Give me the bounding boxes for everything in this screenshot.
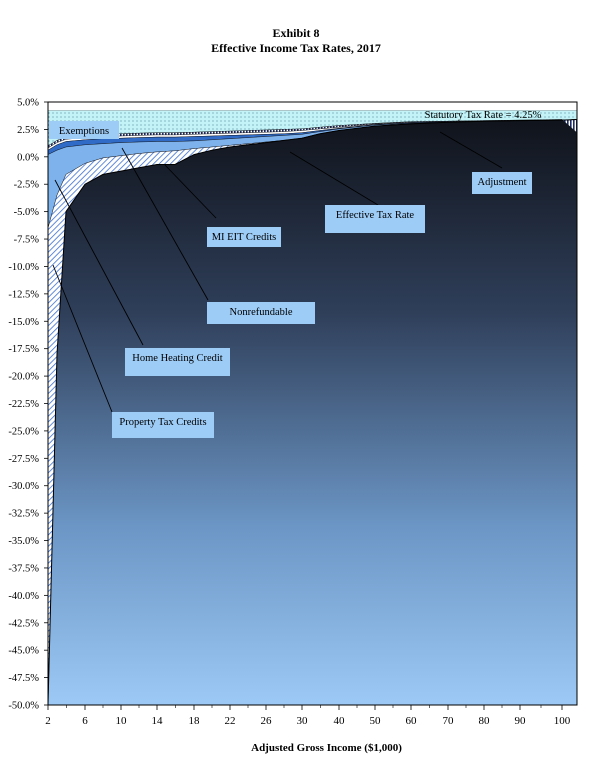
y-tick-label: 5.0% [17,98,39,109]
y-tick-label: -40.0% [8,591,39,602]
y-tick-label: -10.0% [8,262,39,273]
chart-subtitle: Effective Income Tax Rates, 2017 [211,41,381,55]
property-tax-leader [52,264,113,413]
above-statutory-area [48,102,577,111]
exemptions-label-box [49,121,119,139]
mi-eit-leader [164,164,217,219]
x-tick-label: 2 [45,715,51,727]
effective-tax-rate-label-box [325,205,425,233]
effective-tax-rate-label: Effective Tax Rate [336,210,415,221]
nonrefundable-leader [121,147,209,301]
y-tick-label: -32.5% [8,509,39,520]
y-tick-label: -45.0% [8,646,39,657]
y-tick-label: -30.0% [8,481,39,492]
y-tick-label: -5.0% [14,207,40,218]
y-tick-label: -12.5% [8,289,39,300]
y-tick-label: -47.5% [8,673,39,684]
x-tick-label: 22 [225,715,236,727]
y-tick-label: -20.0% [8,372,39,383]
mi-eit-credits-label-box [207,227,281,247]
y-tick-label: -2.5% [14,180,40,191]
y-tick-label: -25.0% [8,426,39,437]
x-tick-label: 6 [82,715,88,727]
x-tick-label: 60 [406,715,418,727]
y-tick-label: -15.0% [8,317,39,328]
home-heating-credit-label-box [125,348,230,376]
statutory-rate-label: Statutory Tax Rate = 4.25% [425,110,542,121]
y-tick-label: 0.0% [17,152,39,163]
x-tick-label: 90 [515,715,527,727]
y-tick-label: -50.0% [8,701,39,712]
home-heating-leader [54,179,144,346]
adjustment-leader [439,131,503,169]
x-tick-label: 18 [189,715,201,727]
adjustment-label: Adjustment [478,177,527,188]
x-tick-label: 14 [152,715,164,727]
x-tick-label: 100 [554,715,571,727]
y-tick-label: -17.5% [8,344,39,355]
chart-title: Exhibit 8 [272,26,320,40]
exemptions-label: Exemptions [59,126,109,137]
y-tick-label: -42.5% [8,618,39,629]
y-tick-label: -27.5% [8,454,39,465]
x-tick-label: 50 [370,715,382,727]
x-tick-label: 26 [261,715,273,727]
plot-background [48,102,577,705]
y-tick-label: -37.5% [8,563,39,574]
property-tax-credits-label: Property Tax Credits [119,417,206,428]
y-tick-label: -35.0% [8,536,39,547]
mi-eit-credits-label: MI EIT Credits [212,232,277,243]
nonrefundable-label-box [207,302,315,324]
effective-rate-leader [289,151,379,206]
y-tick-label: -7.5% [14,235,40,246]
property-tax-credits-label-box [112,412,214,438]
x-axis-title: Adjusted Gross Income ($1,000) [251,742,402,754]
x-tick-label: 10 [116,715,128,727]
home-heating-credit-label: Home Heating Credit [132,353,222,364]
x-tick-label: 70 [443,715,455,727]
adjustment-label-box [472,172,532,194]
x-tick-label: 40 [334,715,346,727]
y-tick-label: 2.5% [17,125,39,136]
x-tick-label: 30 [297,715,309,727]
y-tick-label: -22.5% [8,399,39,410]
nonrefundable-label: Nonrefundable [230,307,293,318]
effective-tax-rate-line [47,119,578,706]
x-tick-label: 80 [479,715,491,727]
